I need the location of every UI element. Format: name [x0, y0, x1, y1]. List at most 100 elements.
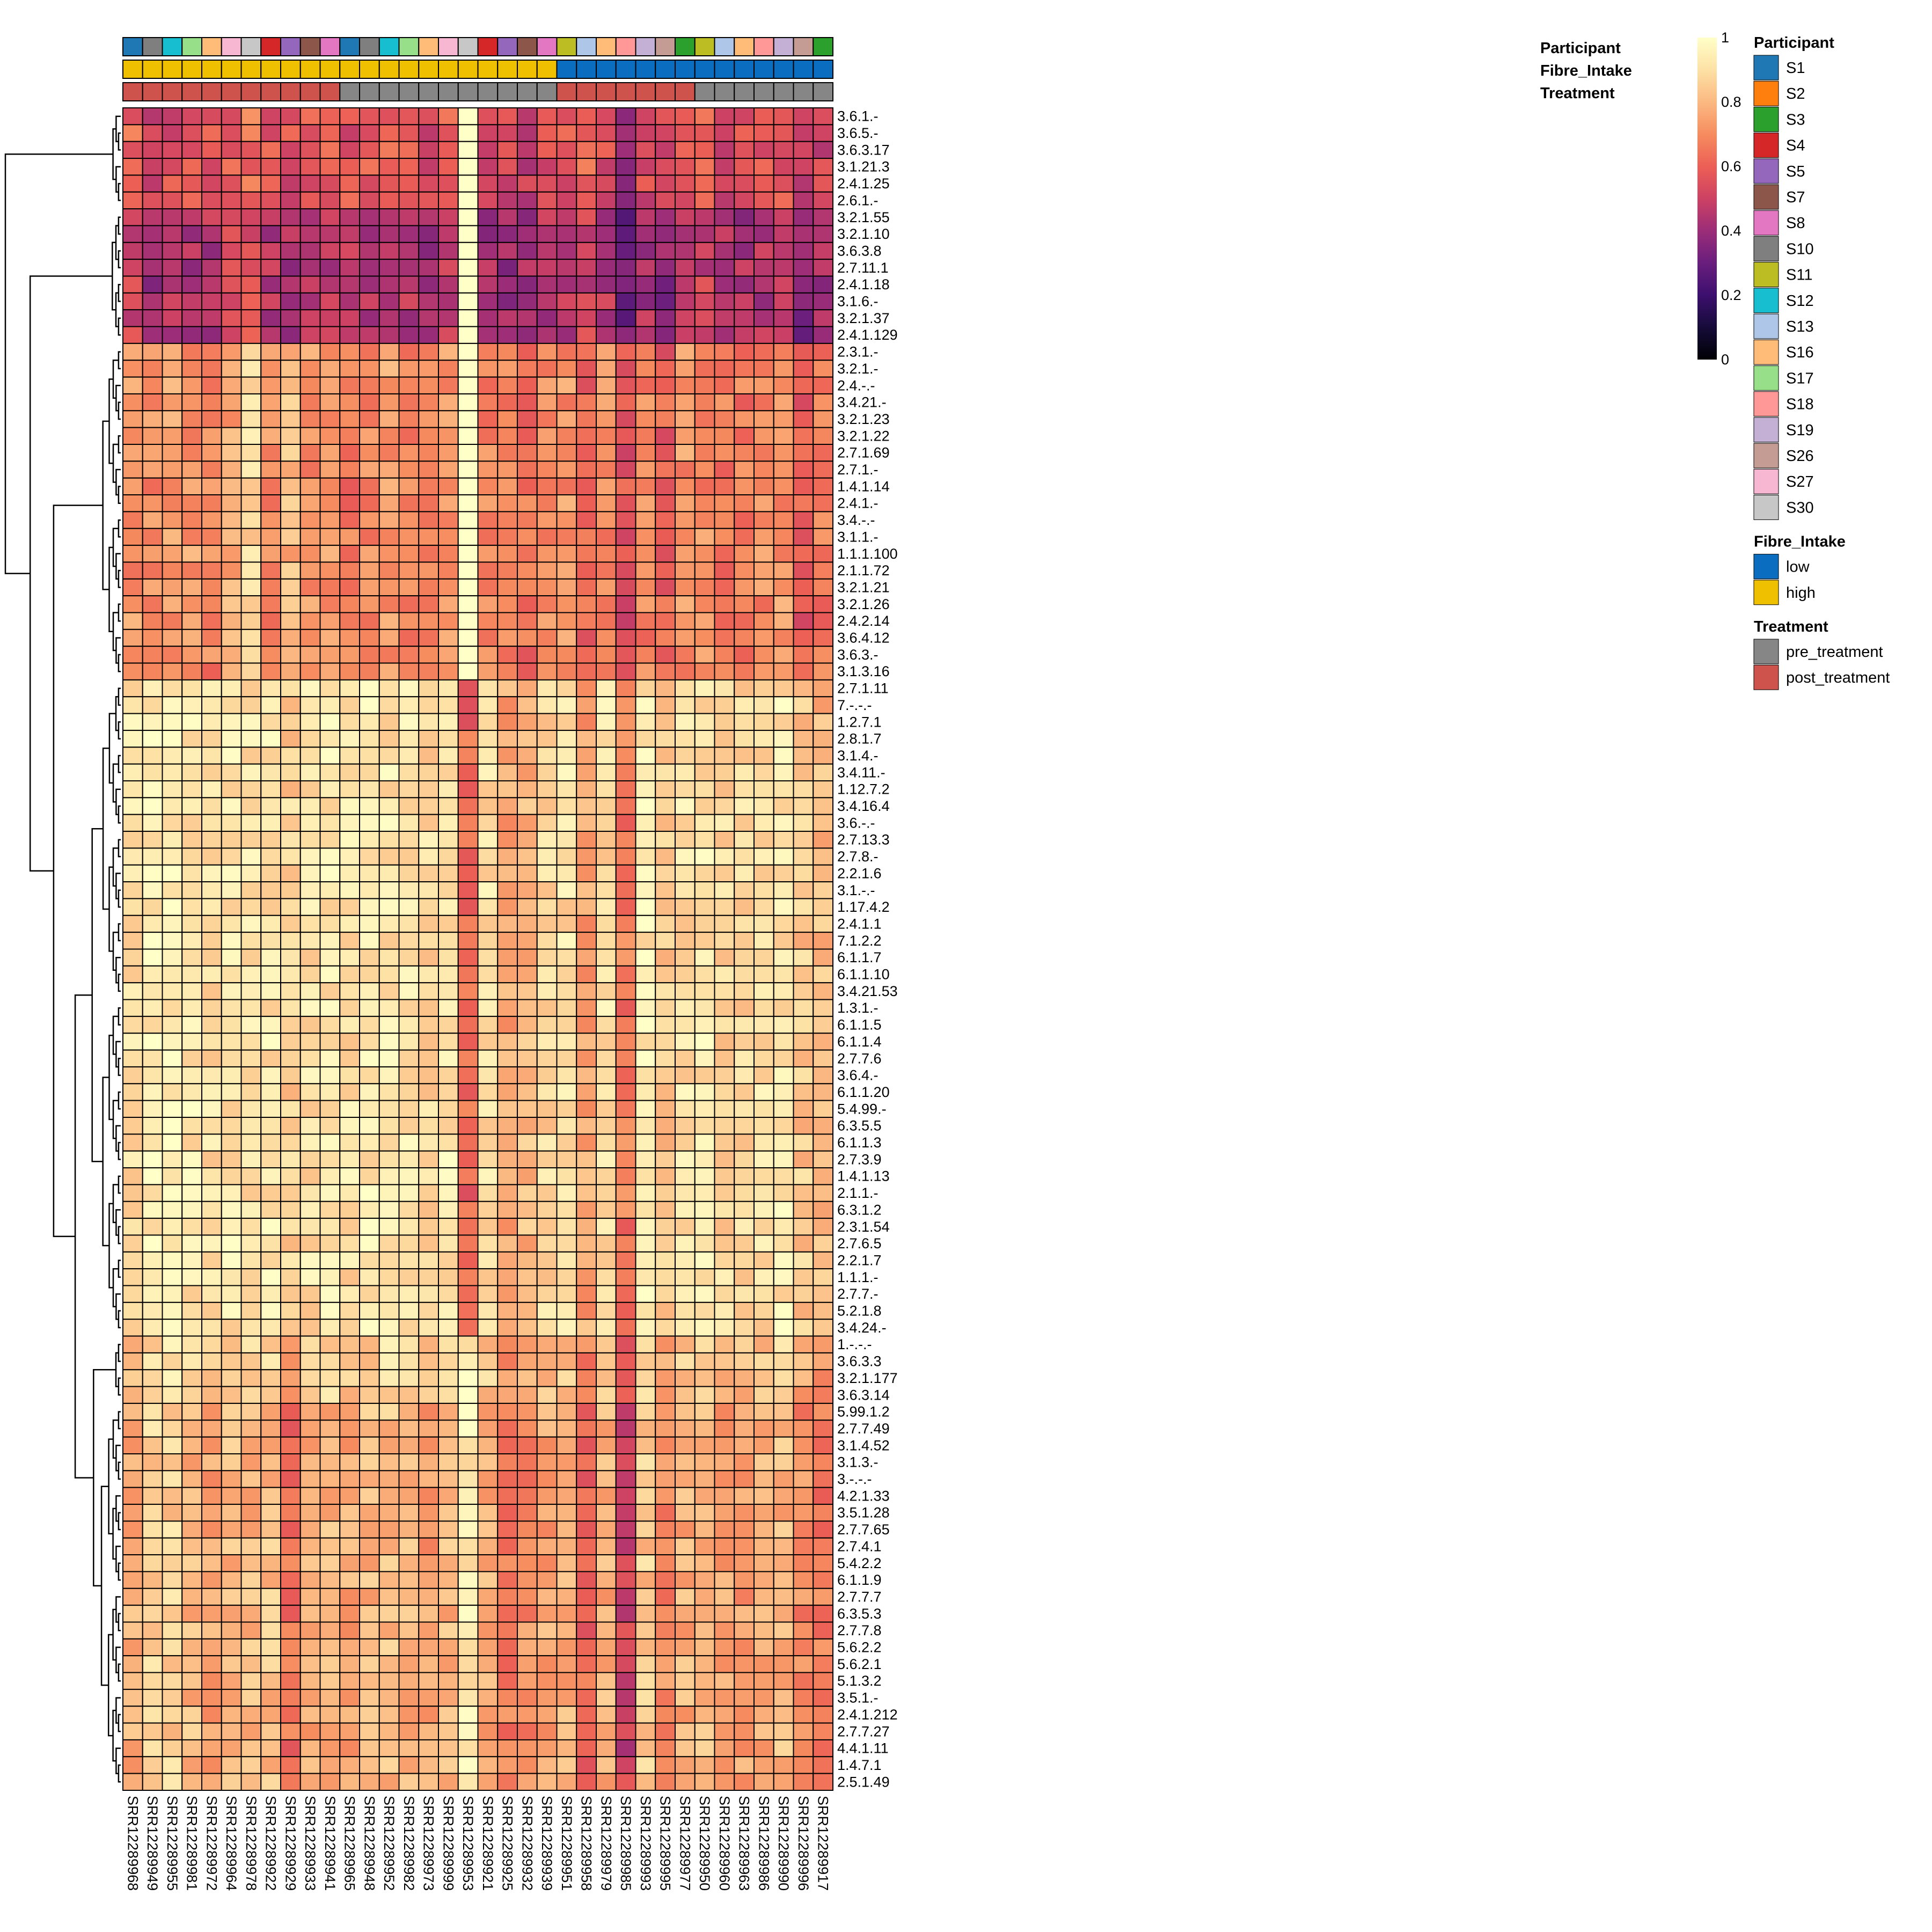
heatmap-cell — [655, 208, 676, 226]
heatmap-cell — [162, 1218, 183, 1236]
heatmap-cell — [576, 1301, 597, 1320]
heatmap-cell — [438, 1706, 459, 1724]
heatmap-cell — [793, 1049, 814, 1067]
heatmap-cell — [378, 612, 400, 630]
heatmap-cell — [675, 1621, 696, 1640]
heatmap-cell — [497, 191, 518, 210]
heatmap-cell — [280, 259, 301, 277]
participant-annotation-cell — [734, 37, 755, 56]
heatmap-cell — [714, 948, 735, 967]
heatmap-cell — [240, 1100, 262, 1118]
column-label: SRR12289929 — [282, 1796, 298, 1891]
row-label: 6.1.1.10 — [837, 967, 890, 983]
heatmap-cell — [299, 797, 321, 815]
heatmap-cell — [378, 275, 400, 294]
heatmap-cell — [378, 1504, 400, 1522]
heatmap-cell — [142, 679, 163, 698]
heatmap-cell — [418, 1133, 439, 1152]
heatmap-cell — [694, 797, 715, 815]
heatmap-cell — [162, 763, 183, 782]
heatmap-cell — [201, 326, 222, 344]
heatmap-cell — [536, 410, 558, 428]
heatmap-cell — [260, 763, 281, 782]
heatmap-cell — [536, 914, 558, 933]
heatmap-cell — [240, 292, 262, 311]
heatmap-cell — [378, 292, 400, 311]
heatmap-cell — [418, 1688, 439, 1707]
row-label: 2.7.7.65 — [837, 1521, 890, 1538]
heatmap-cell — [398, 881, 420, 899]
heatmap-cell — [596, 662, 617, 680]
heatmap-cell — [694, 1688, 715, 1707]
heatmap-cell — [418, 460, 439, 479]
heatmap-cell — [773, 1587, 794, 1606]
fibre-intake-annotation-cell — [536, 60, 558, 79]
heatmap-cell — [753, 1638, 774, 1657]
heatmap-cell — [813, 528, 833, 546]
heatmap-cell — [635, 1066, 656, 1085]
heatmap-cell — [339, 191, 360, 210]
heatmap-cell — [615, 1773, 636, 1791]
heatmap-cell — [694, 309, 715, 327]
heatmap-cell — [240, 1184, 262, 1202]
heatmap-cell — [181, 460, 202, 479]
heatmap-cell — [556, 545, 577, 563]
heatmap-cell — [240, 1554, 262, 1572]
heatmap-cell — [457, 326, 479, 344]
heatmap-cell — [655, 1722, 676, 1740]
row-label: 2.7.7.7 — [837, 1589, 882, 1605]
heatmap-cell — [556, 141, 577, 159]
heatmap-cell — [299, 1033, 321, 1051]
heatmap-cell — [517, 1033, 538, 1051]
heatmap-cell — [734, 191, 755, 210]
heatmap-cell — [122, 1319, 143, 1337]
fibre-intake-annotation-cell — [714, 60, 735, 79]
heatmap-cell — [142, 713, 163, 731]
heatmap-cell — [319, 763, 341, 782]
heatmap-cell — [517, 1335, 538, 1353]
heatmap-cell — [734, 662, 755, 680]
heatmap-cell — [615, 1504, 636, 1522]
heatmap-cell — [260, 965, 281, 984]
heatmap-cell — [813, 1453, 833, 1472]
row-label: 6.1.1.9 — [837, 1572, 882, 1588]
heatmap-cell — [655, 612, 676, 630]
heatmap-cell — [596, 1453, 617, 1472]
heatmap-cell — [517, 763, 538, 782]
heatmap-cell — [517, 1706, 538, 1724]
treatment-annotation-cell — [398, 82, 420, 101]
heatmap-cell — [714, 1301, 735, 1320]
heatmap-cell — [142, 1033, 163, 1051]
heatmap-cell — [181, 1688, 202, 1707]
heatmap-cell — [517, 124, 538, 142]
heatmap-cell — [655, 460, 676, 479]
heatmap-cell — [162, 1150, 183, 1169]
heatmap-cell — [398, 292, 420, 311]
heatmap-cell — [714, 1554, 735, 1572]
column-label: SRR12289953 — [460, 1796, 476, 1891]
heatmap-cell — [477, 747, 499, 765]
heatmap-cell — [142, 494, 163, 513]
heatmap-cell — [556, 124, 577, 142]
heatmap-cell — [339, 1352, 360, 1371]
heatmap-cell — [635, 360, 656, 378]
heatmap-cell — [536, 780, 558, 799]
heatmap-cell — [319, 999, 341, 1017]
heatmap-cell — [753, 1049, 774, 1067]
heatmap-cell — [556, 662, 577, 680]
participant-legend-swatch — [1753, 184, 1779, 210]
heatmap-cell — [536, 427, 558, 445]
heatmap-cell — [162, 646, 183, 664]
column-label: SRR12289982 — [401, 1796, 417, 1891]
heatmap-cell — [596, 1756, 617, 1774]
row-label: 2.7.7.- — [837, 1286, 879, 1302]
heatmap-cell — [576, 696, 597, 714]
heatmap-cell — [162, 360, 183, 378]
heatmap-cell — [497, 780, 518, 799]
heatmap-cell — [201, 1436, 222, 1454]
heatmap-cell — [457, 646, 479, 664]
heatmap-cell — [122, 360, 143, 378]
heatmap-cell — [240, 1066, 262, 1085]
heatmap-cell — [280, 1605, 301, 1623]
heatmap-cell — [280, 1201, 301, 1219]
